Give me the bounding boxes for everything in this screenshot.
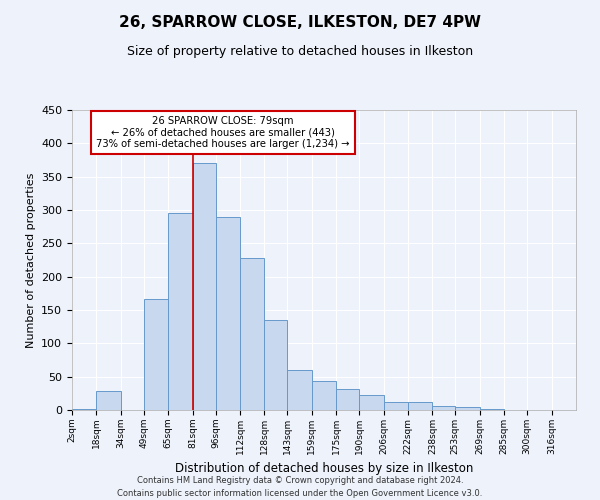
Text: 26, SPARROW CLOSE, ILKESTON, DE7 4PW: 26, SPARROW CLOSE, ILKESTON, DE7 4PW	[119, 15, 481, 30]
Bar	[480, 408, 504, 410]
Bar	[433, 406, 455, 410]
Bar	[336, 390, 359, 410]
Bar	[215, 216, 240, 410]
Bar	[408, 402, 433, 410]
Bar	[455, 408, 480, 410]
Text: 26 SPARROW CLOSE: 79sqm
← 26% of detached houses are smaller (443)
73% of semi-d: 26 SPARROW CLOSE: 79sqm ← 26% of detache…	[97, 116, 350, 149]
Bar	[240, 258, 265, 410]
Bar	[168, 214, 193, 410]
Bar	[97, 392, 121, 410]
Text: Contains HM Land Registry data © Crown copyright and database right 2024.: Contains HM Land Registry data © Crown c…	[137, 476, 463, 485]
Y-axis label: Number of detached properties: Number of detached properties	[26, 172, 35, 348]
Bar	[193, 164, 215, 410]
Bar	[312, 382, 336, 410]
Bar	[287, 370, 312, 410]
X-axis label: Distribution of detached houses by size in Ilkeston: Distribution of detached houses by size …	[175, 462, 473, 475]
Text: Size of property relative to detached houses in Ilkeston: Size of property relative to detached ho…	[127, 45, 473, 58]
Bar	[144, 300, 168, 410]
Bar	[265, 320, 287, 410]
Text: Contains public sector information licensed under the Open Government Licence v3: Contains public sector information licen…	[118, 488, 482, 498]
Bar	[72, 408, 97, 410]
Bar	[383, 402, 408, 410]
Bar	[359, 396, 383, 410]
